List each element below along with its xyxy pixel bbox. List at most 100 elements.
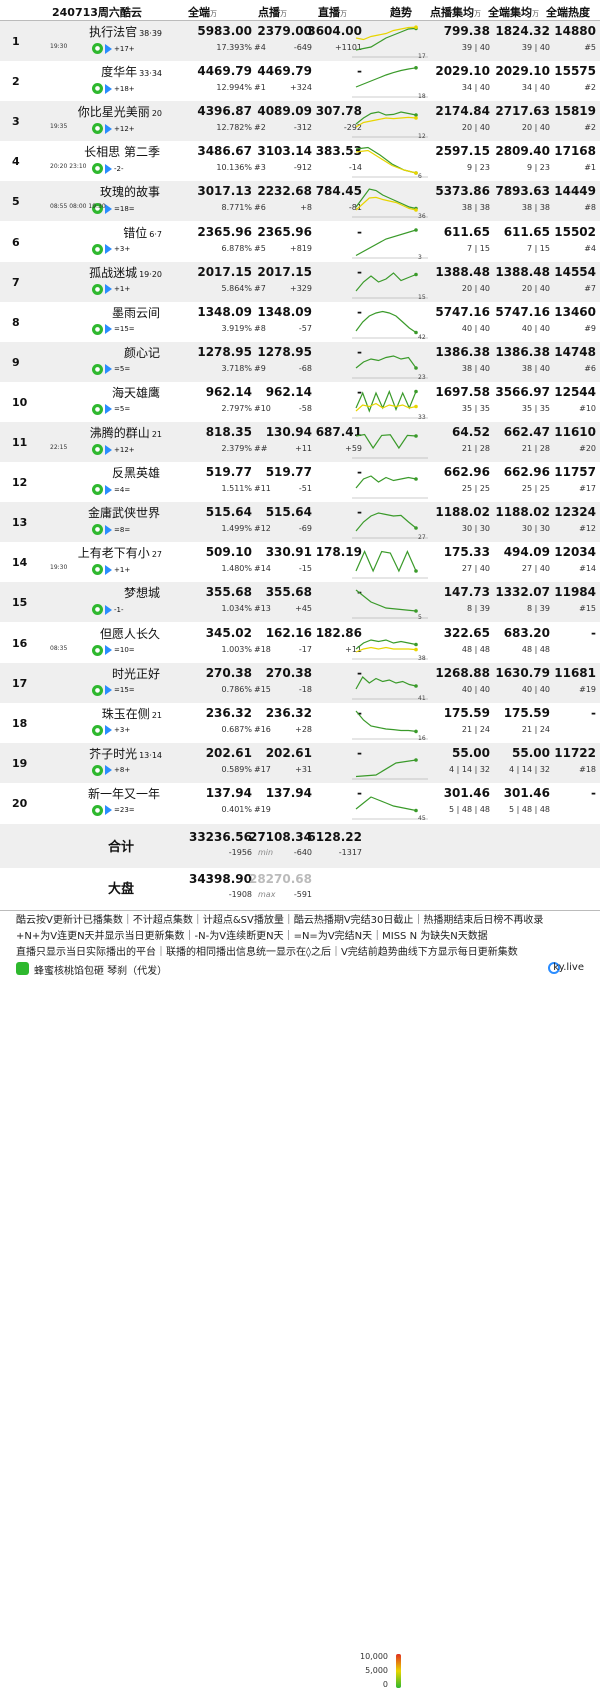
table-row: 6 错位 6·7 ● +3+ 2365.96 6.878% 2365.96 #5 … <box>0 222 600 262</box>
total-value: 818.35 <box>205 425 252 439</box>
platform-badges: ● =5= <box>92 363 130 375</box>
total-heat: - <box>591 705 596 720</box>
heat-rank: #10 <box>579 403 596 413</box>
update-delta: +17+ <box>114 44 135 53</box>
iqiyi-icon: ● <box>92 444 103 455</box>
rank: 19 <box>12 756 28 770</box>
market-share: 0.687% <box>221 724 252 734</box>
ondemand-avg: 662.96 <box>443 465 490 480</box>
ondemand-rank: #6 <box>254 203 266 213</box>
ondemand-value: 1278.95 <box>257 344 312 359</box>
total-avg-eps: 9 | 23 <box>526 163 550 173</box>
table-row: 11 沸腾的群山 21 ● +12+ 818.35 2.379% 130.94 #… <box>0 422 600 462</box>
ondemand-rank: #11 <box>254 484 271 494</box>
rank: 3 <box>12 115 20 129</box>
legend-low: 0 <box>382 1680 388 1689</box>
iqiyi-icon: ● <box>92 484 103 496</box>
live-value: - <box>357 665 362 680</box>
trend-sparkline: 15 <box>352 271 428 300</box>
iqiyi-icon: ● <box>92 764 103 776</box>
platform-badges: ● =15= <box>92 323 135 335</box>
total-heat: 14748 <box>554 344 596 359</box>
col-live: 直播万 <box>318 6 347 19</box>
trend-end-dot <box>414 642 418 646</box>
total-heat: 11757 <box>554 465 596 480</box>
heat-rank: #19 <box>579 684 596 694</box>
show-name: 沸腾的群山 21 <box>89 426 162 440</box>
total-avg-eps: 35 | 35 <box>521 403 550 413</box>
col-ondemand-avg: 点播集均万 <box>430 6 481 19</box>
ondemand-value: 2379.00 <box>257 24 312 38</box>
ondemand-rank: #17 <box>254 764 271 774</box>
iqiyi-icon: ● <box>92 403 103 415</box>
platform-badges: ● +1+ <box>92 283 130 295</box>
table-row: 12 反黑英雄 ● =4= 519.77 1.511% 519.77 #11 -… <box>0 462 600 502</box>
youku-icon <box>105 364 112 375</box>
update-delta: =8= <box>114 525 131 534</box>
live-delta: +1101 <box>334 43 362 52</box>
live-value: - <box>357 224 362 239</box>
ondemand-value: 1348.09 <box>257 304 312 319</box>
total-label: 合计 <box>108 840 135 855</box>
air-time: 08:55 08:00 19:30 <box>50 203 106 211</box>
total-sum-delta: -1956 <box>228 848 252 857</box>
total-heat: 15819 <box>554 104 596 119</box>
heat-rank: #18 <box>579 764 596 774</box>
trend-end-dot <box>414 729 418 733</box>
youku-icon <box>105 324 112 335</box>
total-value: 2017.15 <box>197 264 252 279</box>
youku-icon <box>105 244 112 254</box>
trend-series-line <box>355 759 417 777</box>
trend-end-dot <box>414 647 418 651</box>
col-ondemand: 点播万 <box>258 6 287 19</box>
trend-end-dot <box>414 808 418 813</box>
total-avg: 1388.48 <box>495 264 550 279</box>
platform-badges: ● -1- <box>92 604 124 616</box>
ondemand-avg-eps: 38 | 38 <box>461 203 490 213</box>
ondemand-rank: #12 <box>254 524 271 534</box>
heat-rank: #15 <box>579 604 596 614</box>
total-avg: 662.47 <box>503 425 550 439</box>
total-avg-eps: 38 | 40 <box>521 363 550 373</box>
col-total: 全端万 <box>188 6 217 19</box>
trend-end-label: 16 <box>418 735 426 741</box>
live-sum: 6128.22 <box>307 830 362 844</box>
trend-series-line <box>355 638 417 649</box>
show-name: 执行法官 38·39 <box>89 25 162 39</box>
heat-rank: #17 <box>579 484 596 494</box>
ondemand-avg: 5373.86 <box>435 184 490 199</box>
heat-rank: #6 <box>584 363 596 373</box>
trend-end-dot <box>414 272 418 276</box>
ondemand-value: 162.16 <box>265 625 312 640</box>
trend-series-line <box>355 271 417 291</box>
trend-series-line <box>355 27 417 51</box>
market-share: 17.393% <box>216 43 252 52</box>
trend-end-dot <box>414 330 418 334</box>
total-avg-eps: 30 | 30 <box>521 524 550 534</box>
ondemand-rank: #1 <box>254 83 266 93</box>
total-avg: 1824.32 <box>495 24 550 38</box>
trend-end-dot <box>414 365 418 370</box>
live-value: - <box>357 785 362 800</box>
total-heat: 11610 <box>554 425 596 439</box>
iqiyi-icon: ● <box>92 43 103 54</box>
note-line-3: 直播只显示当日实际播出的平台｜联播的相同播出信息统一显示在◊之后｜V完结前趋势曲… <box>16 947 518 958</box>
trend-sparkline: 6 <box>352 147 428 179</box>
iqiyi-icon: ● <box>92 684 103 696</box>
trend-end-label: 27 <box>418 534 426 540</box>
rank: 11 <box>12 436 28 449</box>
heat-rank: #12 <box>579 524 596 534</box>
ondemand-rank: #9 <box>254 363 266 373</box>
youku-icon <box>105 284 112 295</box>
live-value: 182.86 <box>315 625 362 640</box>
table-row: 17 时光正好 ● =15= 270.38 0.786% 270.38 #15 … <box>0 662 600 703</box>
total-avg-eps: 20 | 40 <box>521 283 550 293</box>
total-value: 270.38 <box>205 665 252 680</box>
ondemand-rank: #15 <box>254 684 271 694</box>
youku-icon <box>105 805 112 816</box>
iqiyi-icon: ● <box>92 163 103 175</box>
iqiyi-icon: ● <box>92 363 103 375</box>
rank: 6 <box>12 235 20 249</box>
trend-end-dot <box>414 66 418 70</box>
update-delta: =15= <box>114 325 135 334</box>
